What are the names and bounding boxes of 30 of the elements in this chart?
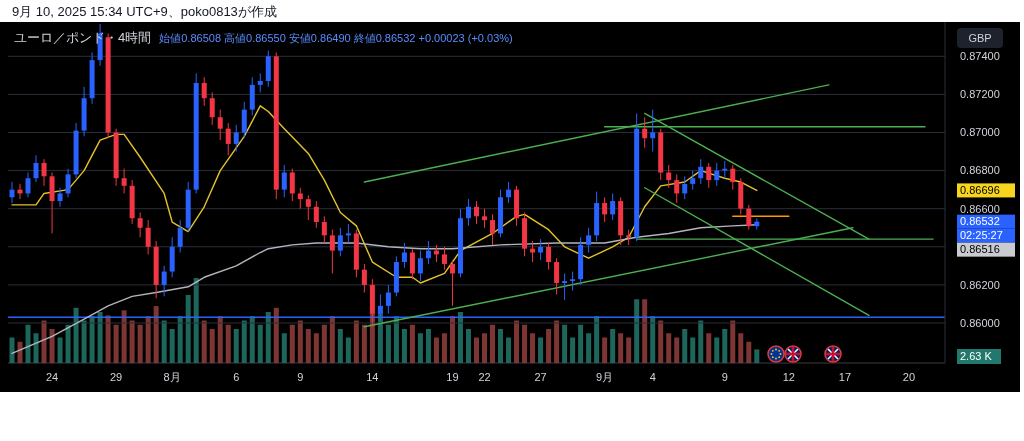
- x-tick-label: 27: [534, 371, 547, 383]
- text: 0.86532: [960, 215, 1000, 228]
- y-tick-label: 0.86800: [960, 164, 1000, 177]
- x-tick-label: 4: [649, 371, 656, 383]
- x-tick-label: 9: [297, 371, 304, 383]
- y-tick-label: 0.87400: [960, 50, 1000, 63]
- y-tick-label: 0.86000: [960, 316, 1000, 329]
- y-tick-label: 0.87200: [960, 88, 1000, 101]
- x-tick-label: 17: [838, 371, 852, 383]
- text: 9月 10, 2025 15:34 UTC+9、poko0813が作成: [12, 3, 277, 19]
- y-tick-label: 0.86600: [960, 202, 1000, 215]
- x-tick-label: 14: [366, 371, 379, 383]
- x-tick-label: 20: [902, 371, 916, 383]
- text: 02:25:27: [960, 229, 1003, 242]
- y-axis-title: GBP: [968, 31, 992, 44]
- x-tick-label: 9月: [596, 371, 614, 383]
- text: 始値0.86508 高値0.86550 安値0.86490 終値0.86532 +0.00023 (+0.03%): [159, 31, 513, 44]
- x-tick-label: 12: [782, 371, 795, 383]
- x-tick-label: 6: [233, 371, 240, 383]
- x-tick-label: 19: [446, 371, 459, 383]
- x-tick-label: 22: [478, 371, 491, 383]
- x-tick-label: 9: [721, 371, 728, 383]
- x-tick-label: 8月: [163, 371, 181, 383]
- x-tick-label: 24: [45, 371, 59, 383]
- y-tick-label: 0.87000: [960, 126, 1000, 139]
- y-tick-label: 0.86200: [960, 278, 1000, 291]
- text: 2.63 K: [960, 350, 993, 363]
- text: 0.86516: [960, 243, 1000, 256]
- text: 0.86696: [960, 184, 1000, 197]
- x-tick-label: 29: [109, 371, 123, 383]
